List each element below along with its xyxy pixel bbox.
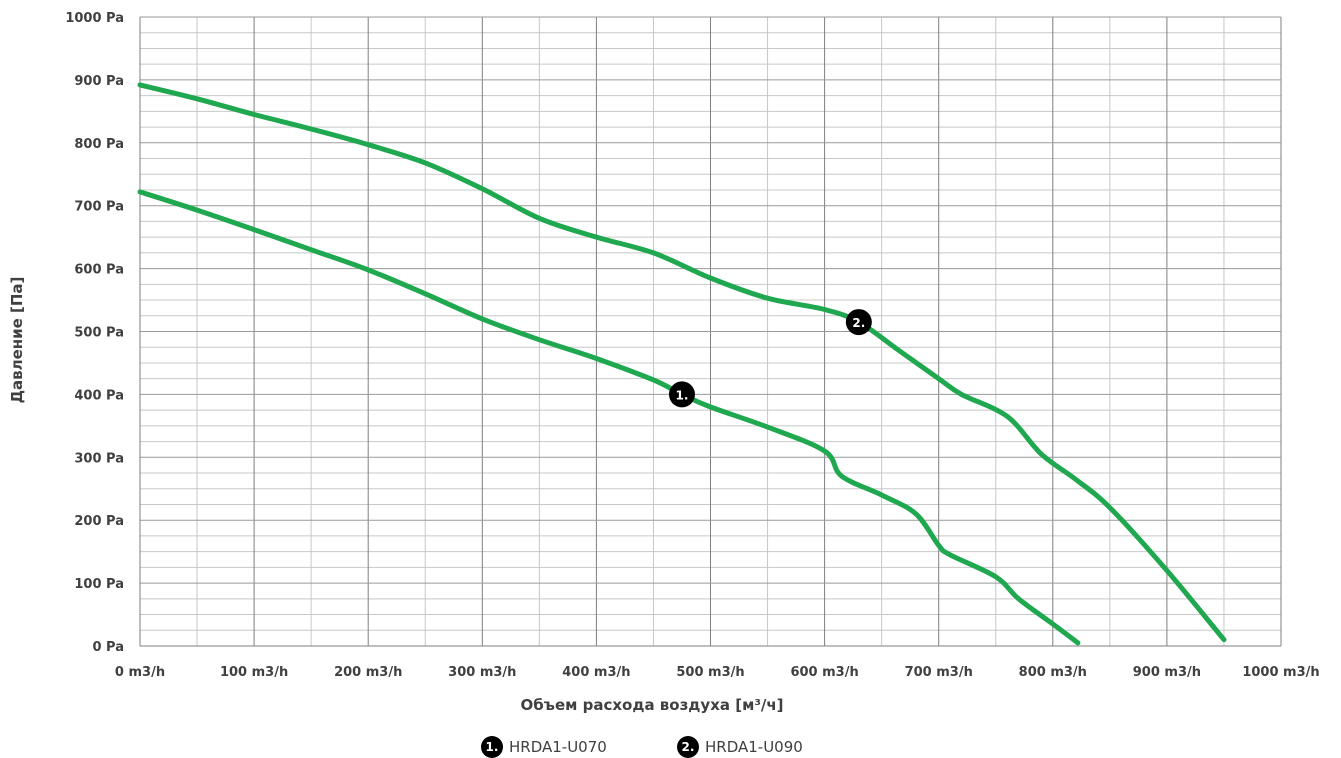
x-tick-label: 500 m3/h [676, 665, 744, 680]
y-tick-label: 600 Pa [74, 263, 124, 278]
y-axis-title: Давление [Па] [8, 277, 26, 404]
x-tick-label: 400 m3/h [562, 665, 630, 680]
y-tick-label: 900 Pa [74, 74, 124, 89]
x-tick-label: 100 m3/h [220, 665, 288, 680]
series-markers: 1. 2. [668, 309, 872, 408]
y-tick-labels: 0 Pa 100 Pa 200 Pa 300 Pa 400 Pa 500 Pa 600 Pa… [65, 11, 124, 655]
y-tick-label: 500 Pa [74, 326, 124, 341]
major-grid [140, 16, 1282, 646]
legend-marker-2 [677, 736, 699, 758]
legend-label-1: HRDA1-U070 [509, 738, 607, 756]
x-tick-label: 700 m3/h [905, 665, 973, 680]
series-marker-1 [668, 381, 695, 408]
y-tick-label: 700 Pa [74, 200, 124, 215]
x-tick-label: 600 m3/h [790, 665, 858, 680]
legend-item-1: 1. HRDA1-U070 [481, 736, 607, 758]
y-tick-label: 800 Pa [74, 137, 124, 152]
legend-label-2: HRDA1-U090 [705, 738, 803, 756]
y-tick-label: 300 Pa [74, 451, 124, 466]
legend-marker-1 [481, 736, 503, 758]
x-tick-label: 800 m3/h [1019, 665, 1087, 680]
y-tick-label: 1000 Pa [65, 11, 124, 26]
series-marker-label-1: 1. [676, 388, 689, 402]
x-axis-title: Объем расхода воздуха [м³/ч] [520, 696, 783, 714]
y-tick-label: 0 Pa [92, 640, 124, 655]
legend-item-2: 2. HRDA1-U090 [677, 736, 803, 758]
series-line-1 [137, 189, 1081, 646]
series-marker-label-2: 2. [852, 316, 865, 330]
x-tick-label: 1000 m3/h [1242, 665, 1319, 680]
x-tick-label: 900 m3/h [1133, 665, 1201, 680]
x-tick-labels: 0 m3/h 100 m3/h 200 m3/h 300 m3/h 400 m3/h 50… [115, 665, 1320, 680]
legend-marker-1-label: 1. [486, 740, 499, 754]
legend: 1. HRDA1-U070 2. HRDA1-U090 [481, 736, 803, 758]
legend-marker-2-label: 2. [682, 740, 695, 754]
series-line-2 [137, 82, 1227, 643]
y-tick-label: 400 Pa [74, 388, 124, 403]
x-tick-label: 200 m3/h [334, 665, 402, 680]
y-tick-label: 100 Pa [74, 577, 124, 592]
y-tick-label: 200 Pa [74, 514, 124, 529]
x-tick-label: 0 m3/h [115, 665, 165, 680]
series-marker-2 [845, 309, 872, 336]
x-tick-label: 300 m3/h [448, 665, 516, 680]
axes [139, 17, 1281, 647]
series-lines [137, 82, 1227, 646]
